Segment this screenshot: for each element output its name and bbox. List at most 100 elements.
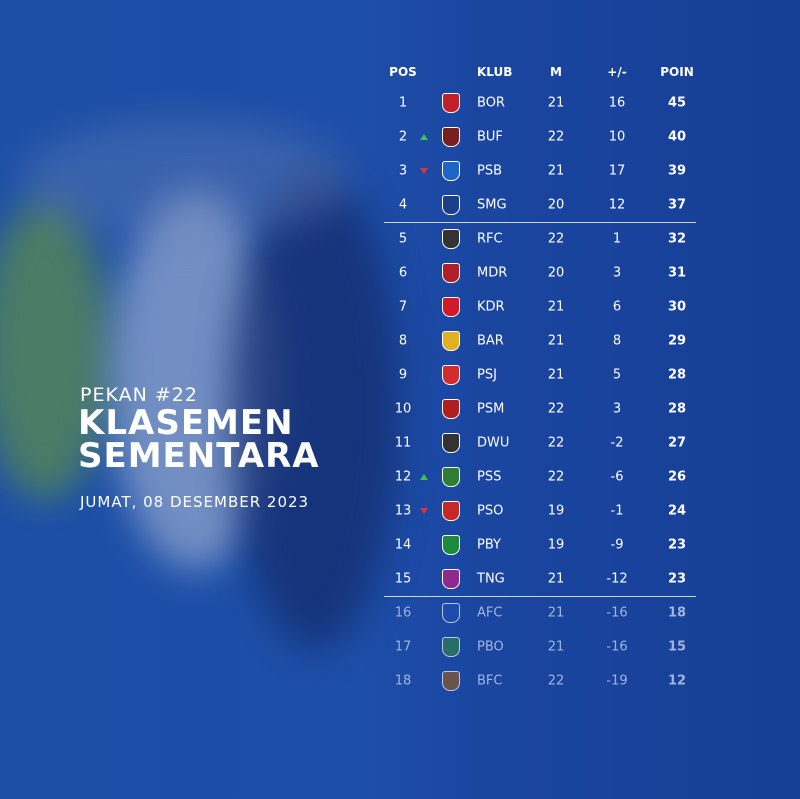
position: 13 [394,503,412,519]
club-logo [442,195,460,215]
position: 11 [394,435,412,451]
title: KLASEMEN [78,403,294,443]
club: KDR [477,299,505,315]
trend-up [420,474,428,480]
club: BUF [477,129,503,145]
club-logo [442,671,460,691]
position: 15 [394,571,412,587]
club-logo [442,399,460,419]
club: PSM [477,401,505,417]
club-logo [442,229,460,249]
club-logo [442,433,460,453]
goal-diff: -19 [606,673,628,689]
position: 18 [394,673,412,689]
matches: 21 [547,95,565,111]
club: PSO [477,503,504,519]
points: 24 [667,503,687,519]
position: 2 [398,129,408,145]
club: PSS [477,469,502,485]
goal-diff: -6 [610,469,624,485]
club: RFC [477,231,503,247]
points: 12 [667,673,687,689]
goal-diff: 8 [612,333,622,349]
column-header: POIN [660,65,694,79]
goal-diff: -2 [610,435,624,451]
points: 28 [667,367,687,383]
date: JUMAT, 08 DESEMBER 2023 [80,493,310,511]
goal-diff: 5 [612,367,622,383]
club: MDR [477,265,508,281]
title: SEMENTARA [78,436,320,476]
position: 7 [398,299,408,315]
club: AFC [477,605,503,621]
points: 27 [667,435,687,451]
position: 8 [398,333,408,349]
goal-diff: 6 [612,299,622,315]
club-logo [442,127,460,147]
goal-diff: -16 [606,605,628,621]
club: BFC [477,673,503,689]
trend-up [420,134,428,140]
goal-diff: 12 [608,197,626,213]
trend-down [420,168,428,174]
matches: 21 [547,639,565,655]
club-logo [442,263,460,283]
points: 18 [667,605,687,621]
trend-down [420,508,428,514]
matches: 21 [547,571,565,587]
goal-diff: -1 [610,503,624,519]
position: 4 [398,197,408,213]
points: 23 [667,571,687,587]
goal-diff: -9 [610,537,624,553]
matches: 21 [547,605,565,621]
points: 15 [667,639,687,655]
column-header: KLUB [477,65,513,79]
matches: 22 [547,673,565,689]
matches: 22 [547,401,565,417]
points: 32 [667,231,687,247]
position: 16 [394,605,412,621]
points: 26 [667,469,687,485]
matches: 21 [547,367,565,383]
goal-diff: 16 [608,95,626,111]
kicker: PEKAN #22 [80,384,198,406]
club: PBY [477,537,501,553]
zone-separator [384,596,696,597]
club-logo [442,569,460,589]
club-logo [442,467,460,487]
position: 9 [398,367,408,383]
position: 10 [394,401,412,417]
photo-bg [230,170,400,650]
points: 31 [667,265,687,281]
club-logo [442,93,460,113]
matches: 19 [547,503,565,519]
matches: 22 [547,469,565,485]
points: 29 [667,333,687,349]
column-header: +/- [607,65,627,79]
matches: 20 [547,197,565,213]
matches: 22 [547,231,565,247]
goal-diff: 10 [608,129,626,145]
club-logo [442,161,460,181]
club: TNG [477,571,505,587]
goal-diff: 1 [612,231,622,247]
goal-diff: 3 [612,401,622,417]
goal-diff: 3 [612,265,622,281]
club: PBO [477,639,504,655]
club: BAR [477,333,504,349]
club-logo [442,501,460,521]
goal-diff: -16 [606,639,628,655]
points: 28 [667,401,687,417]
club: PSJ [477,367,497,383]
column-header: M [550,65,562,79]
club-logo [442,535,460,555]
club: PSB [477,163,503,179]
club: DWU [477,435,510,451]
points: 39 [667,163,687,179]
points: 23 [667,537,687,553]
club-logo [442,603,460,623]
column-header: POS [389,65,417,79]
zone-separator [384,222,696,223]
matches: 21 [547,333,565,349]
